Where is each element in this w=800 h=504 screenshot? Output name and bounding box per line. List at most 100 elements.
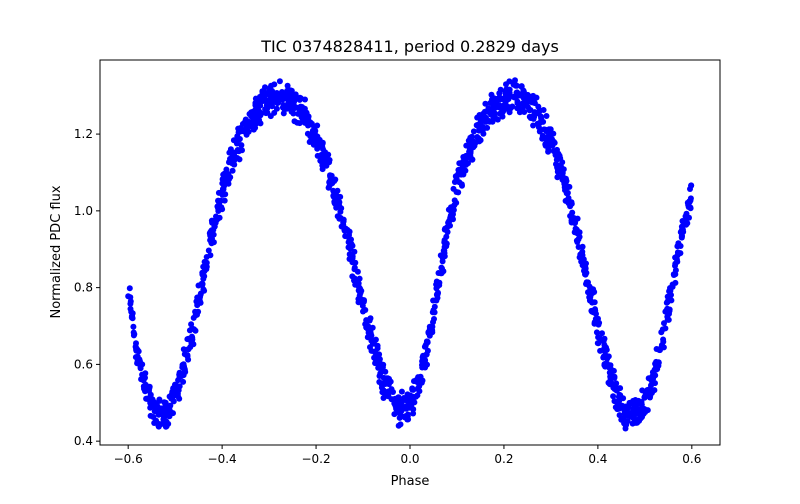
data-point: [652, 380, 658, 387]
data-point: [356, 275, 363, 282]
data-point: [560, 177, 567, 184]
data-point: [297, 95, 304, 102]
data-point: [334, 200, 341, 206]
data-point: [592, 306, 598, 313]
data-point: [192, 308, 199, 315]
data-point: [672, 279, 679, 286]
data-point: [245, 128, 252, 135]
data-point: [352, 281, 359, 288]
data-point: [271, 109, 278, 116]
x-axis-label: Phase: [391, 474, 430, 489]
data-point: [543, 113, 550, 119]
data-point: [250, 126, 257, 133]
data-point: [129, 310, 136, 317]
data-point: [661, 320, 667, 327]
data-point: [315, 141, 322, 148]
data-point: [683, 212, 690, 219]
data-point: [618, 416, 625, 423]
data-point: [390, 389, 396, 395]
data-point: [483, 118, 489, 125]
data-point: [351, 248, 358, 255]
data-point: [297, 110, 304, 117]
data-point: [391, 411, 398, 418]
data-point: [222, 191, 229, 198]
y-tick-label: 0.4: [74, 434, 93, 448]
data-point: [447, 222, 453, 229]
data-point: [163, 418, 170, 425]
data-point: [467, 152, 474, 159]
data-point: [662, 325, 669, 332]
data-point: [642, 388, 649, 395]
data-point: [200, 286, 207, 293]
data-point: [268, 82, 275, 89]
data-point: [139, 371, 146, 378]
data-point: [614, 400, 621, 407]
data-point: [238, 142, 245, 149]
data-point: [280, 102, 287, 109]
data-point: [471, 142, 478, 149]
data-point: [572, 219, 579, 226]
data-point: [562, 187, 568, 194]
data-point: [362, 307, 369, 313]
data-point: [223, 166, 230, 173]
data-point: [405, 416, 412, 423]
chart-title: TIC 0374828411, period 0.2829 days: [260, 37, 559, 56]
data-point: [439, 254, 446, 261]
data-point: [232, 155, 239, 161]
data-point: [517, 106, 523, 112]
y-axis: 0.4 0.6 0.8 1.0 1.2: [74, 127, 100, 448]
data-point: [323, 159, 330, 166]
data-point: [304, 130, 311, 137]
data-point: [687, 195, 694, 202]
data-point: [379, 381, 386, 387]
data-point: [525, 104, 531, 111]
data-point: [667, 287, 674, 294]
data-point: [610, 367, 617, 374]
data-point: [239, 147, 245, 154]
data-point: [287, 88, 294, 95]
data-point: [215, 197, 222, 204]
data-point: [259, 88, 266, 95]
data-point: [441, 247, 448, 254]
data-point: [155, 423, 162, 430]
data-point: [455, 189, 462, 196]
data-point: [470, 128, 477, 135]
data-point: [352, 259, 359, 266]
data-point: [162, 423, 169, 430]
data-point: [252, 102, 259, 109]
data-point: [550, 138, 557, 145]
data-point: [266, 97, 273, 104]
data-point: [494, 116, 501, 123]
data-point: [185, 335, 192, 342]
data-point: [514, 98, 521, 105]
y-tick-label: 1.0: [74, 204, 93, 218]
data-point: [448, 204, 454, 211]
data-point: [210, 239, 217, 246]
data-point: [357, 285, 363, 292]
data-point: [336, 214, 343, 221]
data-point: [420, 352, 427, 359]
data-point: [505, 104, 512, 110]
data-point: [185, 346, 192, 353]
data-point: [566, 183, 573, 190]
data-point: [421, 357, 428, 364]
x-tick-label: −0.6: [114, 452, 143, 466]
data-point: [435, 289, 441, 296]
data-point: [514, 90, 521, 97]
data-point: [170, 410, 176, 417]
y-tick-label: 0.8: [74, 281, 93, 295]
data-point: [180, 378, 187, 385]
data-point: [156, 396, 163, 403]
data-point: [430, 297, 437, 304]
data-point: [235, 137, 242, 143]
data-point: [599, 330, 605, 337]
data-point: [466, 143, 473, 150]
data-point: [542, 141, 549, 148]
data-point: [191, 326, 197, 333]
data-point: [348, 240, 355, 247]
data-point: [534, 110, 541, 117]
data-point: [398, 407, 405, 414]
data-point: [181, 367, 188, 374]
data-point: [392, 400, 399, 407]
